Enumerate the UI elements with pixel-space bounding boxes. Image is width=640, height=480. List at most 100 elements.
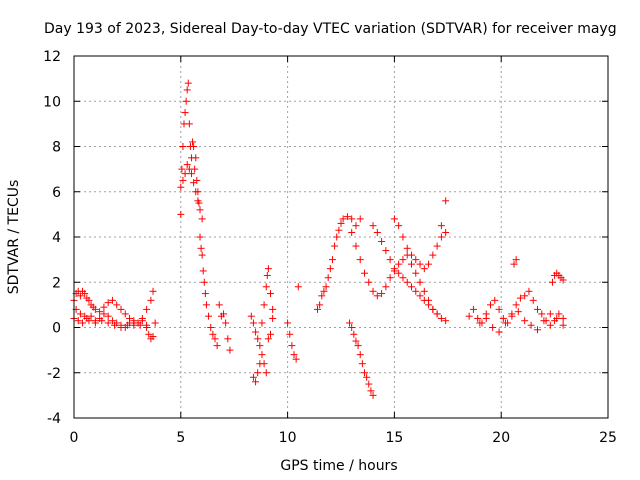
chart-title: Day 193 of 2023, Sidereal Day-to-day VTE…	[44, 21, 617, 37]
data-point	[145, 330, 153, 338]
data-point	[399, 274, 407, 282]
data-point	[369, 391, 377, 399]
data-point	[352, 337, 360, 345]
data-point	[292, 355, 300, 363]
data-point	[211, 335, 219, 343]
data-point	[348, 215, 356, 223]
data-point	[199, 267, 207, 275]
data-point	[465, 312, 473, 320]
data-point	[108, 296, 116, 304]
x-tick-label: 10	[279, 430, 297, 446]
data-point	[316, 301, 324, 309]
data-point	[399, 233, 407, 241]
data-point	[501, 319, 509, 327]
data-point	[260, 360, 268, 368]
data-point	[254, 369, 262, 377]
data-point	[264, 265, 272, 273]
data-point	[529, 296, 537, 304]
data-point	[91, 305, 99, 313]
data-point	[213, 342, 221, 350]
data-point	[420, 287, 428, 295]
data-point	[335, 226, 343, 234]
data-point	[262, 283, 270, 291]
data-point	[252, 378, 260, 386]
tick-labels: 0 5 10 15 20 25 -4 -2 0 2 4 6 8 10 12	[43, 49, 617, 446]
data-point	[559, 321, 567, 329]
data-point	[192, 188, 200, 196]
data-point	[181, 170, 189, 178]
data-point	[76, 310, 84, 318]
data-point	[258, 351, 266, 359]
data-point	[407, 251, 415, 259]
data-point	[360, 269, 368, 277]
data-point	[540, 317, 548, 325]
data-point	[378, 290, 386, 298]
data-point	[104, 319, 112, 327]
data-point	[365, 278, 373, 286]
data-point	[360, 369, 368, 377]
data-point	[81, 312, 89, 320]
data-point	[111, 321, 119, 329]
data-point	[87, 312, 95, 320]
data-point	[100, 303, 108, 311]
data-point	[378, 238, 386, 246]
data-point	[442, 197, 450, 205]
data-point	[143, 305, 151, 313]
data-point	[249, 319, 257, 327]
data-point	[262, 369, 270, 377]
data-point	[294, 283, 302, 291]
data-point	[333, 233, 341, 241]
data-point	[356, 256, 364, 264]
data-point	[390, 265, 398, 273]
data-point	[356, 351, 364, 359]
data-point	[254, 335, 262, 343]
data-point	[369, 287, 377, 295]
data-point	[407, 283, 415, 291]
data-point	[147, 296, 155, 304]
data-point	[190, 143, 198, 150]
data-point	[382, 247, 390, 255]
data-point	[521, 317, 529, 325]
data-point	[425, 260, 433, 268]
data-point	[200, 278, 208, 286]
data-point	[149, 333, 157, 341]
data-point	[412, 269, 420, 277]
data-point	[331, 242, 339, 250]
data-point	[412, 287, 420, 295]
data-point	[442, 228, 450, 236]
data-point	[81, 290, 89, 298]
data-point	[187, 170, 195, 178]
data-point	[123, 321, 131, 329]
data-point	[395, 260, 403, 268]
data-point	[386, 256, 394, 264]
data-point	[185, 165, 193, 173]
x-tick-label: 25	[599, 430, 617, 446]
data-point	[263, 271, 271, 279]
data-point	[482, 314, 490, 322]
data-point	[433, 310, 441, 318]
data-point	[198, 215, 206, 223]
data-point	[264, 335, 272, 343]
data-point	[179, 176, 187, 184]
y-tick-label: 8	[52, 140, 61, 156]
data-point	[403, 244, 411, 252]
data-point	[495, 305, 503, 313]
data-point	[403, 278, 411, 286]
y-tick-label: 4	[52, 230, 61, 246]
data-point	[177, 183, 185, 191]
data-point	[314, 305, 322, 313]
data-point	[104, 299, 112, 307]
data-point	[202, 301, 210, 309]
data-point	[184, 79, 192, 87]
data-point	[196, 206, 204, 214]
data-point	[555, 310, 563, 318]
data-point	[288, 342, 296, 350]
data-point	[113, 301, 121, 309]
data-point	[390, 215, 398, 223]
data-point	[98, 317, 106, 325]
data-point	[495, 328, 503, 336]
data-point	[149, 287, 157, 295]
data-point	[499, 314, 507, 322]
data-point	[339, 215, 347, 223]
x-tick-label: 15	[385, 430, 403, 446]
